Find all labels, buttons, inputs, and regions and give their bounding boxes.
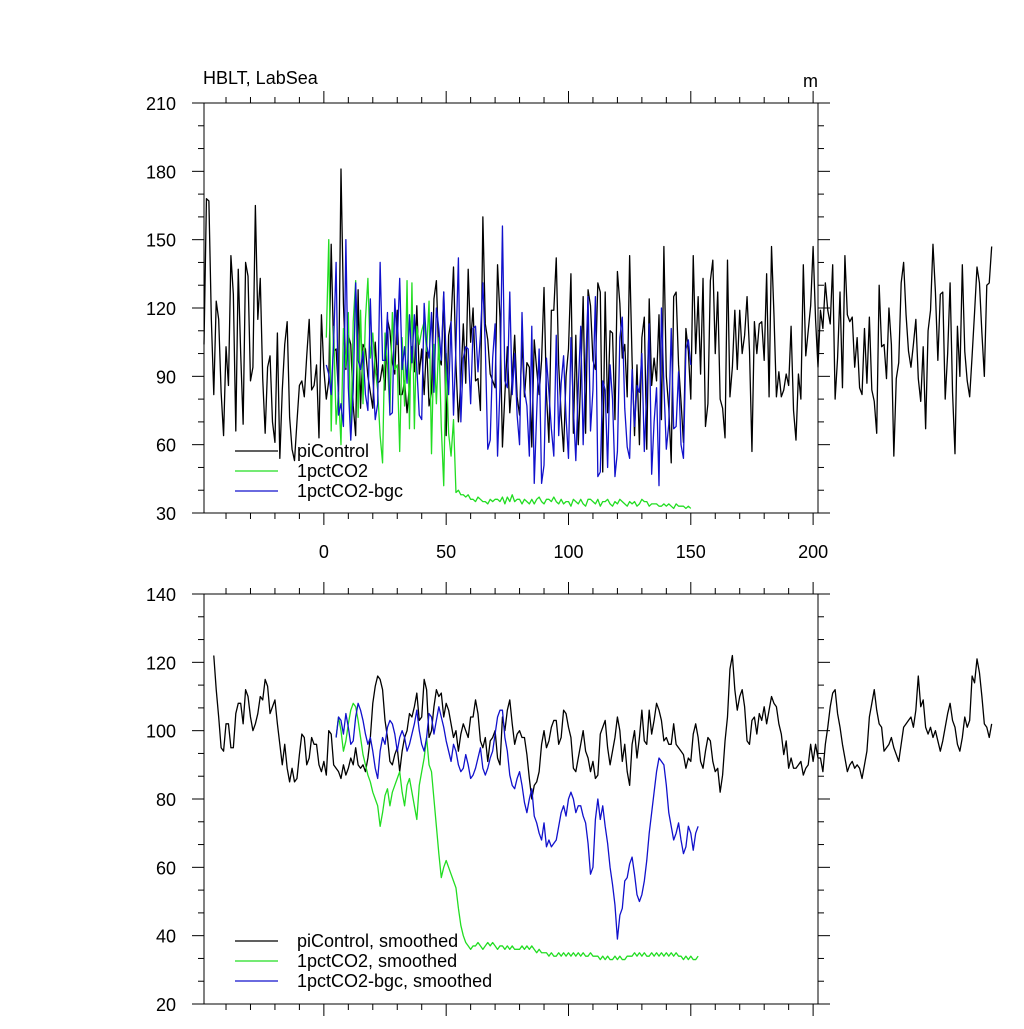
- legend-label-1: 1pctCO2: [297, 461, 368, 481]
- y-tick-label: 120: [146, 299, 176, 319]
- legend-label-2: 1pctCO2-bgc: [297, 481, 403, 501]
- legend-label-2: 1pctCO2-bgc, smoothed: [297, 971, 492, 991]
- series-line-1: [325, 239, 692, 510]
- series-line-0: [203, 168, 993, 473]
- units-label: m: [803, 71, 818, 91]
- legend-label-0: piControl, smoothed: [297, 931, 458, 951]
- y-tick-label: 40: [156, 927, 176, 947]
- y-tick-label: 90: [156, 367, 176, 387]
- series-line-1: [335, 702, 699, 961]
- y-tick-label: 60: [156, 436, 176, 456]
- y-tick-label: 150: [146, 231, 176, 251]
- y-tick-label: 210: [146, 94, 176, 114]
- series-line-2: [335, 702, 699, 940]
- legend-label-0: piControl: [297, 441, 369, 461]
- series-line-2: [325, 225, 692, 487]
- y-tick-label: 100: [146, 722, 176, 742]
- x-tick-label: 100: [553, 542, 583, 562]
- y-tick-label: 120: [146, 653, 176, 673]
- x-tick-label: 50: [436, 542, 456, 562]
- y-tick-label: 20: [156, 995, 176, 1015]
- x-tick-label: 0: [319, 542, 329, 562]
- x-tick-label: 200: [798, 542, 828, 562]
- y-tick-label: 30: [156, 504, 176, 524]
- series-line-0: [213, 654, 993, 800]
- y-tick-label: 60: [156, 858, 176, 878]
- legend-label-1: 1pctCO2, smoothed: [297, 951, 457, 971]
- y-tick-label: 80: [156, 790, 176, 810]
- y-tick-label: 180: [146, 162, 176, 182]
- x-tick-label: 150: [676, 542, 706, 562]
- chart-title: HBLT, LabSea: [203, 68, 319, 88]
- y-tick-label: 140: [146, 585, 176, 605]
